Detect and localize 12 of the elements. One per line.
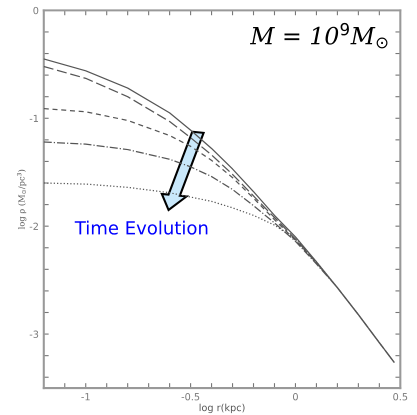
x-tick-label: 0.5: [393, 393, 408, 400]
y-tick-label: -3: [30, 330, 38, 338]
x-axis-title: log r(kpc): [200, 404, 245, 414]
y-axis-title: log ρ (M$_{⊙}$/pc$^{3}$): [16, 170, 26, 230]
y-tick-label: 0: [33, 6, 38, 14]
y-tick-label: -1: [30, 114, 38, 122]
annotation: M = 10$^{9}$M$_{⊙}$: [250, 22, 388, 48]
x-tick-label: 0: [293, 393, 298, 400]
annotation: Time Evolution: [74, 220, 208, 235]
y-tick-label: -2: [30, 222, 38, 230]
x-tick-label: -0.5: [182, 393, 200, 400]
x-tick-label: -1: [81, 393, 90, 400]
